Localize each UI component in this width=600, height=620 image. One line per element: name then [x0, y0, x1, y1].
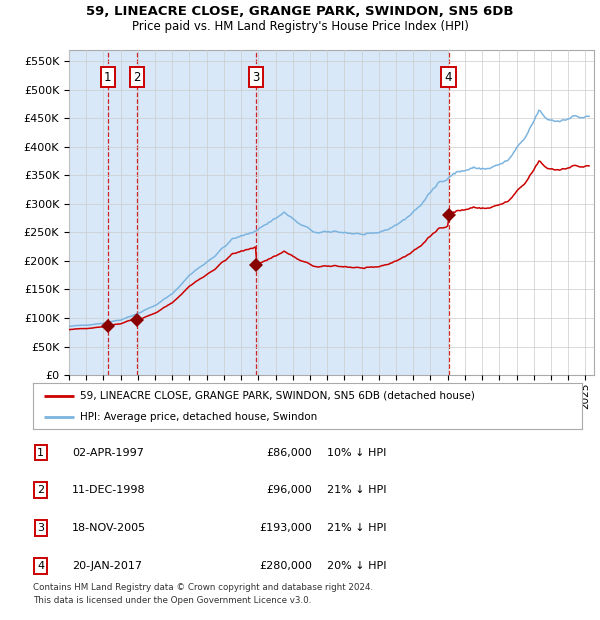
Text: 59, LINEACRE CLOSE, GRANGE PARK, SWINDON, SN5 6DB: 59, LINEACRE CLOSE, GRANGE PARK, SWINDON…	[86, 5, 514, 18]
Text: £96,000: £96,000	[266, 485, 312, 495]
Text: 2: 2	[133, 71, 141, 84]
Text: £193,000: £193,000	[259, 523, 312, 533]
Text: 4: 4	[37, 561, 44, 571]
Text: 3: 3	[37, 523, 44, 533]
Text: 1: 1	[104, 71, 112, 84]
Text: £86,000: £86,000	[266, 448, 312, 458]
Text: £280,000: £280,000	[259, 561, 312, 571]
Bar	[69, 50, 449, 375]
Text: 20-JAN-2017: 20-JAN-2017	[72, 561, 142, 571]
Text: 21% ↓ HPI: 21% ↓ HPI	[327, 523, 386, 533]
Text: 02-APR-1997: 02-APR-1997	[72, 448, 144, 458]
Text: 2: 2	[37, 485, 44, 495]
Text: 1: 1	[37, 448, 44, 458]
Text: Price paid vs. HM Land Registry's House Price Index (HPI): Price paid vs. HM Land Registry's House …	[131, 20, 469, 33]
Text: 18-NOV-2005: 18-NOV-2005	[72, 523, 146, 533]
Text: 3: 3	[253, 71, 260, 84]
Text: 11-DEC-1998: 11-DEC-1998	[72, 485, 146, 495]
Text: 4: 4	[445, 71, 452, 84]
Text: 21% ↓ HPI: 21% ↓ HPI	[327, 485, 386, 495]
Text: 59, LINEACRE CLOSE, GRANGE PARK, SWINDON, SN5 6DB (detached house): 59, LINEACRE CLOSE, GRANGE PARK, SWINDON…	[80, 391, 475, 401]
Text: 20% ↓ HPI: 20% ↓ HPI	[327, 561, 386, 571]
Text: HPI: Average price, detached house, Swindon: HPI: Average price, detached house, Swin…	[80, 412, 317, 422]
Text: 10% ↓ HPI: 10% ↓ HPI	[327, 448, 386, 458]
Text: Contains HM Land Registry data © Crown copyright and database right 2024.
This d: Contains HM Land Registry data © Crown c…	[33, 583, 373, 604]
